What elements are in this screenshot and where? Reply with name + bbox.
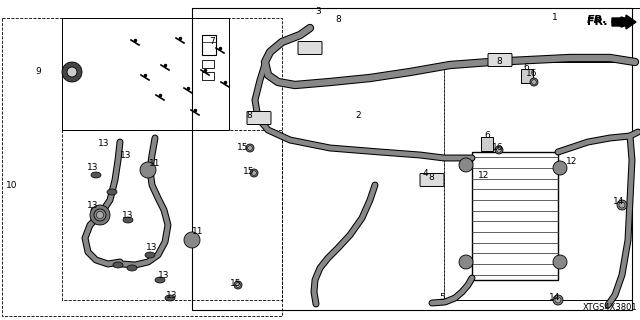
Circle shape (250, 169, 258, 177)
Text: 1: 1 (552, 13, 558, 22)
Text: 2: 2 (355, 110, 361, 119)
Text: 11: 11 (192, 228, 204, 236)
Ellipse shape (155, 277, 165, 283)
Circle shape (94, 209, 106, 221)
Text: 6: 6 (484, 132, 490, 140)
Circle shape (553, 255, 567, 269)
Bar (62, 130, 282, 300)
Ellipse shape (107, 189, 117, 195)
Circle shape (67, 67, 77, 77)
Bar (62, 18, 229, 130)
Circle shape (555, 297, 561, 303)
Text: 13: 13 (158, 271, 170, 281)
Bar (202, 60, 214, 68)
FancyBboxPatch shape (420, 173, 444, 187)
Text: 16: 16 (526, 69, 538, 78)
Circle shape (495, 146, 503, 154)
Circle shape (459, 158, 473, 172)
FancyBboxPatch shape (298, 42, 322, 54)
Text: 8: 8 (496, 58, 502, 67)
Circle shape (459, 255, 473, 269)
Circle shape (248, 146, 252, 150)
Circle shape (140, 162, 156, 178)
Text: FR.: FR. (588, 15, 608, 25)
Bar (202, 72, 214, 80)
Text: 8: 8 (335, 15, 341, 25)
Bar (192, 8, 632, 310)
Text: 5: 5 (439, 293, 445, 302)
Circle shape (90, 205, 110, 225)
Text: 15: 15 (243, 167, 255, 177)
Circle shape (234, 281, 242, 289)
Circle shape (97, 212, 104, 219)
Text: 12: 12 (566, 157, 578, 166)
Text: 13: 13 (122, 211, 134, 220)
Text: 4: 4 (422, 170, 428, 179)
Circle shape (246, 144, 254, 152)
Bar (444, 62, 632, 300)
Text: 13: 13 (99, 139, 109, 148)
Text: 13: 13 (87, 201, 99, 210)
Ellipse shape (91, 207, 101, 213)
Text: 15: 15 (230, 279, 242, 289)
Circle shape (62, 62, 82, 82)
Text: FR.: FR. (588, 17, 608, 27)
Circle shape (252, 171, 257, 175)
Circle shape (530, 78, 538, 86)
Text: 12: 12 (478, 172, 490, 180)
Bar (472, 152, 558, 280)
Text: 13: 13 (147, 244, 157, 252)
Bar (2, 18, 282, 316)
Text: 11: 11 (149, 158, 161, 167)
Text: 3: 3 (315, 7, 321, 17)
Text: 10: 10 (6, 180, 18, 189)
Circle shape (553, 295, 563, 305)
FancyBboxPatch shape (488, 53, 512, 67)
Bar (202, 35, 216, 55)
Text: 13: 13 (166, 291, 178, 300)
Text: 8: 8 (246, 110, 252, 119)
Circle shape (619, 202, 625, 208)
Circle shape (617, 200, 627, 210)
Circle shape (497, 148, 501, 152)
Text: 7: 7 (209, 37, 215, 46)
Circle shape (532, 80, 536, 84)
Text: XTGS4X3801: XTGS4X3801 (582, 303, 637, 312)
Text: 9: 9 (35, 68, 41, 76)
Text: 13: 13 (87, 164, 99, 172)
Bar (521, 69, 533, 83)
FancyBboxPatch shape (247, 111, 271, 124)
Bar (481, 137, 493, 151)
Circle shape (553, 161, 567, 175)
Text: 13: 13 (120, 150, 132, 159)
FancyArrow shape (612, 15, 636, 29)
Ellipse shape (145, 252, 155, 258)
Text: 16: 16 (492, 142, 504, 151)
Text: 14: 14 (549, 293, 561, 302)
Text: 15: 15 (237, 143, 249, 153)
Text: 6: 6 (523, 63, 529, 73)
Ellipse shape (91, 172, 101, 178)
Text: 14: 14 (613, 197, 625, 206)
Text: 8: 8 (428, 173, 434, 182)
Ellipse shape (165, 295, 175, 301)
Ellipse shape (127, 265, 137, 271)
Circle shape (184, 232, 200, 248)
Ellipse shape (123, 217, 133, 223)
Ellipse shape (113, 262, 123, 268)
Circle shape (236, 283, 241, 287)
